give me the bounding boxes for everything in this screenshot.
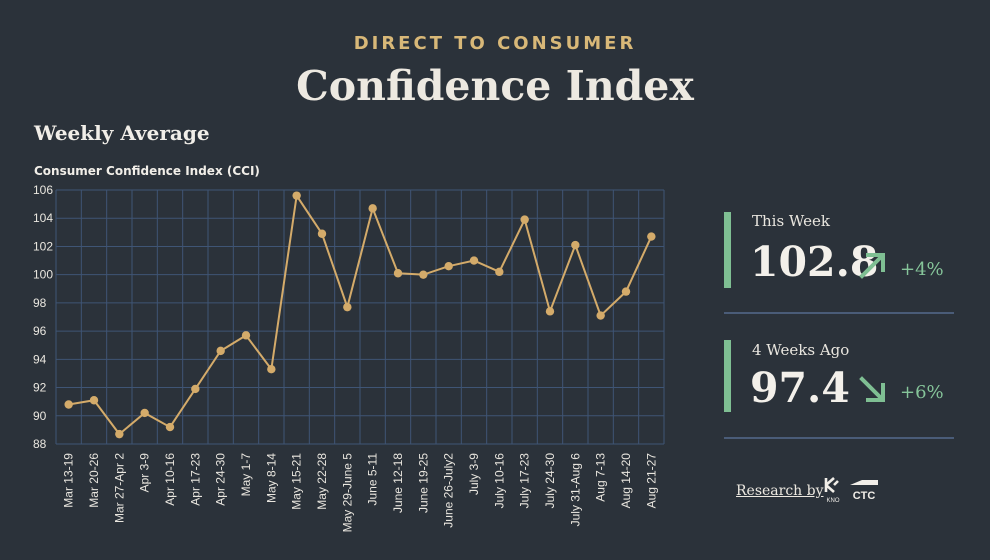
x-tick-label: July 31-Aug 6 (568, 453, 582, 527)
data-point (571, 240, 580, 250)
x-tick-label: Apr 10-16 (163, 453, 177, 506)
stat-this-week: This Week 102.8 +4% (724, 212, 954, 290)
ctc-logo-text: CTC (853, 490, 876, 502)
data-point (191, 384, 200, 394)
y-tick-label: 90 (33, 409, 47, 423)
data-point (520, 215, 529, 224)
data-point (267, 365, 276, 374)
x-tick-label: June 5-11 (366, 453, 380, 506)
x-tick-label: Aug 7-13 (594, 453, 608, 502)
data-point (368, 204, 377, 213)
y-tick-label: 102 (33, 239, 53, 253)
x-tick-label: May 15-21 (290, 453, 304, 510)
x-tick-label: May 1-7 (239, 453, 253, 497)
chart-subtitle: Weekly Average (34, 121, 210, 145)
ctc-logo: CTC (850, 480, 878, 502)
data-point (317, 229, 327, 238)
stat-accent-bar (724, 212, 731, 288)
kno-logo-text: KNO (826, 498, 839, 504)
stat-value: 102.8 (750, 238, 879, 286)
page-title: Confidence Index (296, 62, 694, 110)
data-point (241, 331, 251, 340)
research-by-link[interactable]: Research by (736, 483, 824, 499)
stat-accent-bar (724, 340, 731, 412)
data-point (64, 400, 73, 409)
x-tick-label: July 3-9 (467, 453, 481, 495)
data-point (343, 302, 352, 312)
x-tick-label: May 29-June 5 (340, 453, 354, 533)
x-tick-label: Mar 13-19 (62, 453, 76, 508)
x-tick-label: Apr 17-23 (188, 453, 202, 506)
x-tick-label: June 26-July2 (442, 453, 456, 528)
x-tick-label: July 10-16 (492, 453, 506, 509)
line-chart: 88 90 92 94 96 98 100 102 104 106 Mar 13-19 Mar 20-… (33, 183, 665, 533)
x-tick-label: Apr 3-9 (138, 453, 152, 493)
y-tick-label: 106 (33, 183, 53, 197)
data-point (115, 429, 124, 439)
y-tick-label: 100 (33, 268, 53, 282)
stat-divider (724, 437, 954, 439)
data-point (89, 396, 99, 405)
data-point (647, 232, 656, 241)
x-tick-label: June 12-18 (391, 453, 405, 513)
x-tick-label: May 8-14 (264, 453, 278, 503)
y-tick-label: 94 (33, 352, 47, 366)
data-point (165, 422, 175, 432)
kno-logo: KNO (824, 477, 840, 504)
data-point (216, 346, 225, 356)
stat-label: 4 Weeks Ago (752, 341, 850, 359)
data-point (495, 267, 504, 277)
y-tick-label: 104 (33, 211, 53, 225)
y-axis-label: Consumer Confidence Index (CCI) (34, 164, 260, 178)
x-tick-label: Apr 24-30 (214, 453, 228, 506)
x-tick-label: July 17-23 (518, 453, 532, 509)
data-point (621, 287, 631, 296)
data-point (393, 269, 403, 278)
stat-label: This Week (752, 212, 830, 230)
x-tick-label: June 19-25 (416, 453, 430, 513)
x-tick-label: May 22-28 (315, 453, 329, 510)
x-tick-label: Aug 14-20 (619, 453, 633, 509)
stat-change: +6% (900, 382, 944, 403)
y-tick-label: 88 (33, 437, 47, 451)
stat-4-weeks-ago: 4 Weeks Ago 97.4 +6% (724, 340, 954, 418)
x-tick-label: Aug 21-27 (644, 453, 658, 509)
series-line (68, 192, 653, 436)
x-tick-label: Mar 20-26 (87, 453, 101, 508)
data-point (596, 311, 605, 320)
stat-change: +4% (900, 259, 944, 280)
data-point (292, 191, 301, 200)
x-tick-label: July 24-30 (543, 453, 557, 509)
arrow-down-right-icon (859, 376, 885, 402)
data-point (545, 307, 555, 316)
data-point (419, 270, 428, 279)
x-tick-label: Mar 27-Apr 2 (112, 453, 126, 523)
data-point (444, 262, 453, 271)
y-tick-label: 92 (33, 381, 47, 395)
data-point (469, 256, 479, 265)
stat-divider (724, 312, 954, 314)
stat-value: 97.4 (750, 364, 850, 412)
data-point (140, 408, 149, 418)
kicker: DIRECT TO CONSUMER (353, 33, 637, 54)
y-tick-label: 96 (33, 324, 47, 338)
y-tick-label: 98 (33, 296, 47, 310)
arrow-up-right-icon (859, 253, 885, 279)
